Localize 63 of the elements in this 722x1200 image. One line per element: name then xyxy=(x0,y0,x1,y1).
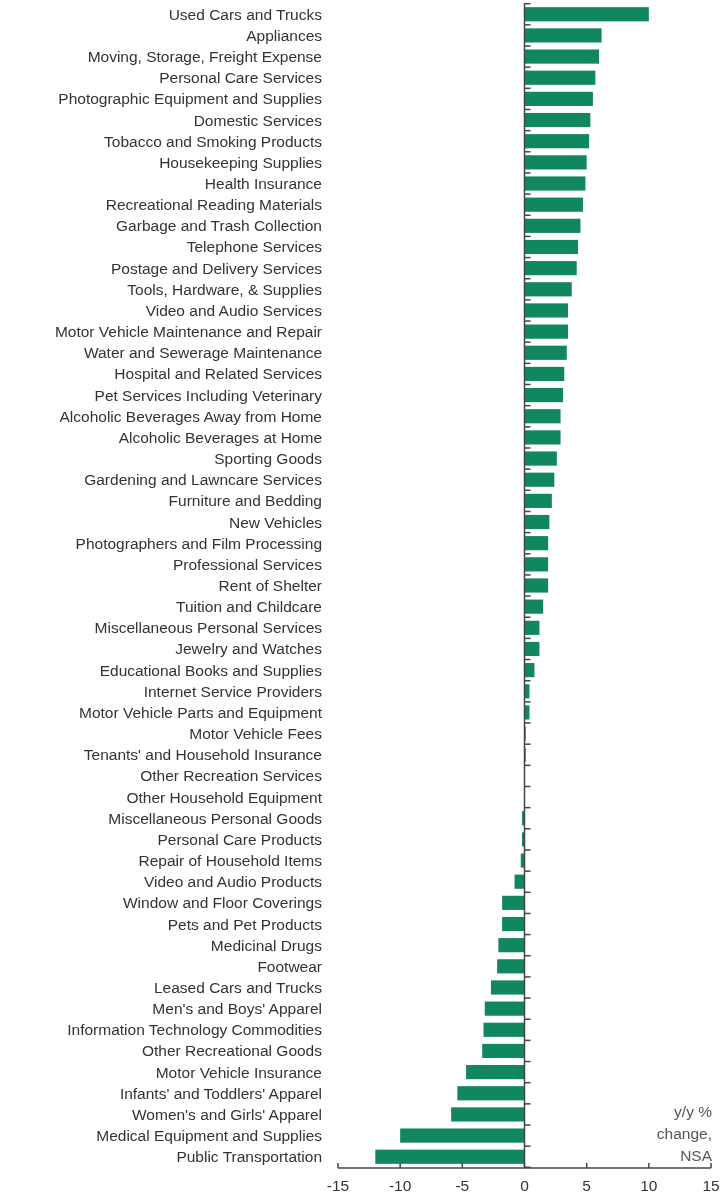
y-tick-label: Furniture and Bedding xyxy=(168,492,322,510)
x-tick-label: -15 xyxy=(326,1177,350,1194)
y-tick-label: Footwear xyxy=(257,957,322,975)
y-tick-label: Photographers and Film Processing xyxy=(75,534,322,552)
y-tick-label: Women's and Girls' Apparel xyxy=(132,1105,322,1123)
y-tick-label: Sporting Goods xyxy=(214,450,323,468)
y-tick-label: Other Household Equipment xyxy=(126,788,323,806)
y-tick-label: Educational Books and Supplies xyxy=(99,661,323,679)
y-tick-label: Motor Vehicle Fees xyxy=(189,725,323,743)
y-tick-label: Internet Service Providers xyxy=(143,682,323,700)
x-tick-label: -10 xyxy=(388,1177,412,1194)
y-tick-label: Men's and Boys' Apparel xyxy=(152,1000,322,1018)
y-tick-label: Window and Floor Coverings xyxy=(122,894,323,912)
y-tick-label: Leased Cars and Trucks xyxy=(153,978,323,996)
y-tick-label: Miscellaneous Personal Services xyxy=(94,619,323,637)
y-tick-label: Professional Services xyxy=(172,555,323,573)
y-tick-label: Jewelry and Watches xyxy=(175,640,323,658)
y-tick-label: Personal Care Products xyxy=(157,830,323,848)
y-tick-label: Medical Equipment and Supplies xyxy=(96,1127,323,1145)
y-tick-label: Alcoholic Beverages Away from Home xyxy=(59,407,322,425)
x-tick-label: 0 xyxy=(520,1177,530,1194)
x-tick-label: 5 xyxy=(582,1177,591,1194)
y-tick-label: Postage and Delivery Services xyxy=(110,259,323,277)
y-tick-label: Telephone Services xyxy=(186,238,323,256)
y-tick-label: Moving, Storage, Freight Expense xyxy=(87,48,322,66)
y-tick-label: Public Transportation xyxy=(176,1148,322,1166)
x-tick-label: 10 xyxy=(640,1177,658,1194)
y-tick-label: Domestic Services xyxy=(193,111,323,129)
y-tick-label: Video and Audio Products xyxy=(143,873,323,891)
y-tick-label: Video and Audio Services xyxy=(145,301,323,319)
y-tick-label: Medicinal Drugs xyxy=(210,936,323,954)
y-tick-label: Miscellaneous Personal Goods xyxy=(108,809,323,827)
x-tick-label: -5 xyxy=(455,1177,470,1194)
y-tick-label: Other Recreational Goods xyxy=(141,1042,323,1060)
x-tick-label: 15 xyxy=(702,1177,720,1194)
y-tick-label: Other Recreation Services xyxy=(140,767,323,785)
y-tick-label: Personal Care Services xyxy=(159,69,323,87)
y-tick-label: Hospital and Related Services xyxy=(114,365,323,383)
y-tick-label: Gardening and Lawncare Services xyxy=(84,471,323,489)
y-tick-label: Repair of Household Items xyxy=(138,852,323,870)
y-tick-label: Housekeeping Supplies xyxy=(159,153,323,171)
y-tick-label: Health Insurance xyxy=(204,175,322,193)
y-tick-label: Infants' and Toddlers' Apparel xyxy=(119,1084,322,1102)
y-tick-label: New Vehicles xyxy=(228,513,323,531)
annotation: y/y % change, NSA xyxy=(656,1103,713,1164)
y-tick-label: Information Technology Commodities xyxy=(67,1021,323,1039)
y-tick-label: Recreational Reading Materials xyxy=(105,196,323,214)
y-tick-label: Motor Vehicle Parts and Equipment xyxy=(79,703,323,721)
y-tick-label: Alcoholic Beverages at Home xyxy=(118,428,322,446)
y-tick-label: Water and Sewerage Maintenance xyxy=(83,344,322,362)
y-tick-label: Pets and Pet Products xyxy=(167,915,323,933)
y-tick-label: Rent of Shelter xyxy=(218,577,322,594)
y-tick-label: Photographic Equipment and Supplies xyxy=(58,90,323,108)
y-tick-label: Tobacco and Smoking Products xyxy=(104,132,323,150)
y-tick-label: Appliances xyxy=(246,26,323,44)
y-tick-label: Tenants' and Household Insurance xyxy=(83,746,322,764)
y-tick-label: Tuition and Childcare xyxy=(176,598,322,616)
y-tick-label: Garbage and Trash Collection xyxy=(116,217,322,235)
y-tick-label: Used Cars and Trucks xyxy=(168,5,323,23)
y-tick-label: Tools, Hardware, & Supplies xyxy=(127,280,323,298)
y-tick-label: Pet Services Including Veterinary xyxy=(94,386,323,404)
y-tick-label: Motor Vehicle Insurance xyxy=(155,1063,322,1081)
y-tick-label: Motor Vehicle Maintenance and Repair xyxy=(54,323,322,341)
